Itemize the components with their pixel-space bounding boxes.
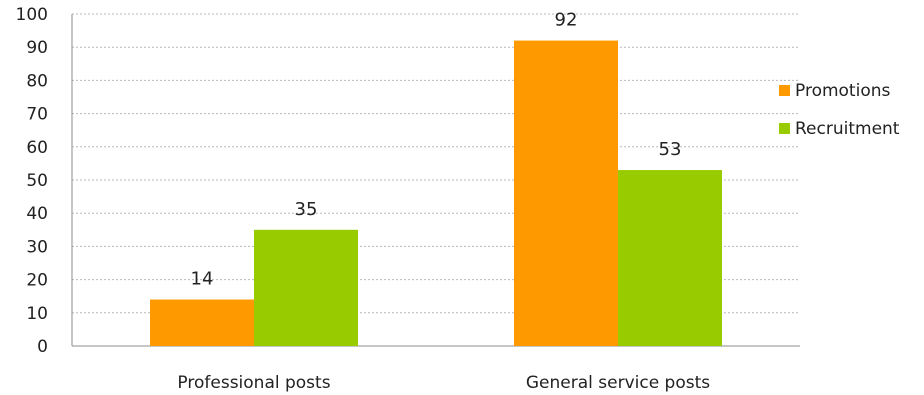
y-tick-label-50: 50 — [26, 171, 48, 191]
legend-label-promotions: Promotions — [795, 81, 890, 101]
data-label-recruitment-2: 53 — [659, 139, 682, 160]
bar-recruitment-1 — [254, 229, 358, 346]
legend-label-recruitment: Recruitment — [795, 119, 900, 139]
bar-promotions-1 — [150, 299, 254, 346]
data-label-promotions-1: 14 — [191, 269, 214, 290]
grid — [72, 13, 800, 314]
y-tick-label-10: 10 — [26, 304, 48, 324]
bar-promotions-2 — [514, 40, 618, 347]
legend-swatch-promotions — [779, 85, 790, 96]
legend-swatch-recruitment — [779, 123, 790, 134]
y-tick-label-40: 40 — [26, 204, 48, 224]
data-label-recruitment-1: 35 — [295, 199, 318, 220]
y-tick-label-70: 70 — [26, 105, 48, 125]
bars — [150, 40, 722, 347]
y-tick-label-90: 90 — [26, 38, 48, 58]
y-tick-label-30: 30 — [26, 237, 48, 257]
legend: Promotions Recruitment — [779, 81, 900, 139]
x-category-label-2: General service posts — [526, 373, 710, 393]
bar-recruitment-2 — [618, 170, 722, 346]
y-tick-label-100: 100 — [16, 5, 48, 25]
y-tick-label-0: 0 — [37, 337, 48, 357]
y-tick-label-80: 80 — [26, 71, 48, 91]
y-tick-label-20: 20 — [26, 271, 48, 291]
y-tick-label-60: 60 — [26, 138, 48, 158]
data-label-promotions-2: 92 — [555, 10, 578, 31]
x-category-label-1: Professional posts — [177, 373, 330, 393]
data-labels: 14 35 92 53 — [191, 10, 682, 290]
